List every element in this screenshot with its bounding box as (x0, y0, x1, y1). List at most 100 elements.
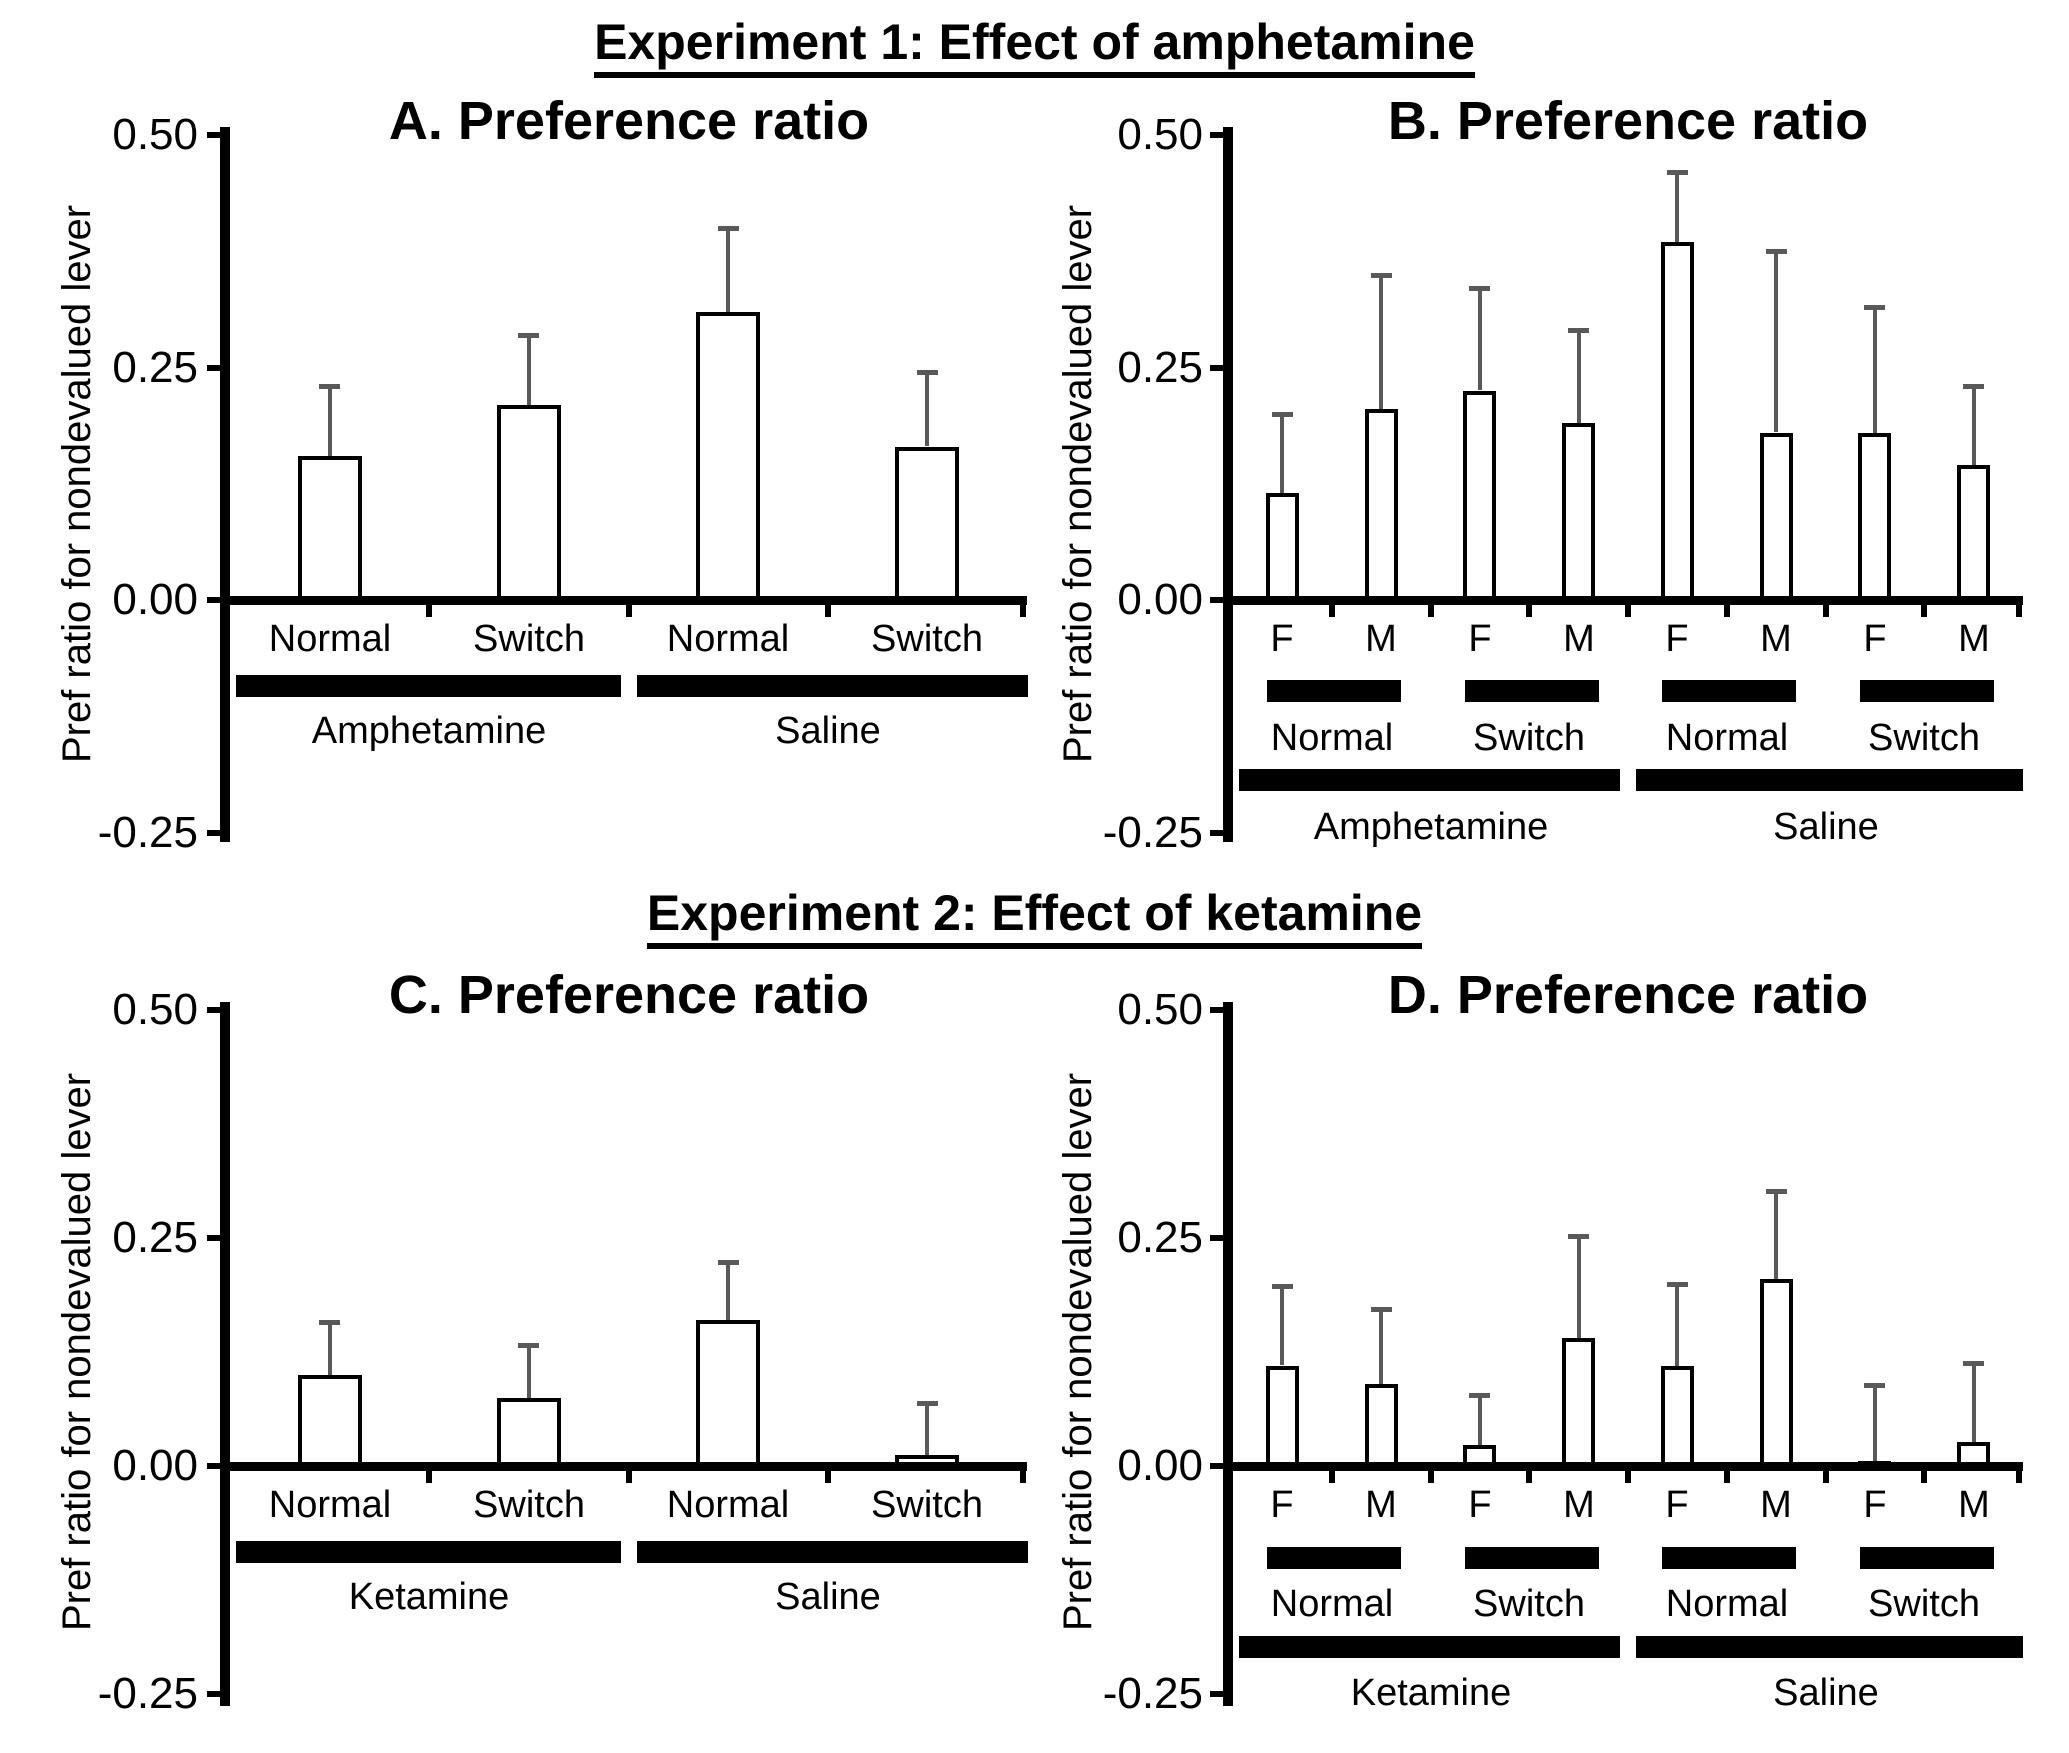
group-separator-bar (637, 1541, 1028, 1563)
x-tick (1428, 1471, 1434, 1483)
category-label: F (1468, 618, 1492, 660)
category-label: F (1468, 1484, 1492, 1526)
error-bar-cap (718, 226, 739, 231)
error-bar-cap (1667, 1282, 1688, 1287)
y-axis-line (1223, 127, 1233, 842)
y-axis-label: Pref ratio for nondevalued lever (1056, 1072, 1100, 1632)
x-tick (1724, 605, 1730, 617)
error-bar-cap (1667, 170, 1688, 175)
category-label: Switch (871, 1484, 983, 1526)
group-label: Ketamine (348, 1576, 510, 1618)
y-tick (1210, 1463, 1223, 1469)
pair-separator-bar (1860, 680, 1994, 702)
category-label: F (1270, 1484, 1294, 1526)
bar (1365, 1384, 1398, 1462)
category-label: M (1563, 618, 1595, 660)
error-bar-cap (1963, 384, 1984, 389)
category-label: F (1863, 618, 1887, 660)
bar (1858, 433, 1891, 596)
x-tick (2016, 1471, 2022, 1483)
y-tick-label: -0.25 (97, 1669, 198, 1718)
x-tick (1724, 1471, 1730, 1483)
pair-label: Switch (1868, 1583, 1980, 1625)
error-bar-cap (1272, 1284, 1293, 1289)
error-bar-cap (1371, 1307, 1392, 1312)
pair-separator-bar (1267, 1547, 1401, 1569)
category-label: M (1958, 1484, 1990, 1526)
error-bar-cap (917, 1401, 938, 1406)
error-bar-stem (1280, 414, 1284, 493)
panel-title: B. Preference ratio (1387, 91, 1869, 151)
error-bar-cap (319, 384, 340, 389)
section-title-2: Experiment 2: Effect of ketamine (0, 888, 2069, 949)
error-bar-cap (1766, 249, 1787, 254)
bar (1266, 493, 1299, 596)
x-tick (1526, 605, 1532, 617)
x-tick (1921, 1471, 1927, 1483)
x-axis-line (1223, 1462, 2023, 1471)
pair-separator-bar (1267, 680, 1401, 702)
panel-title: D. Preference ratio (1387, 965, 1869, 1025)
x-tick (1329, 1471, 1335, 1483)
error-bar-cap (718, 1260, 739, 1265)
panel-title: A. Preference ratio (388, 91, 870, 151)
group-separator-bar (236, 675, 621, 697)
x-tick (626, 605, 632, 617)
error-bar-stem (1873, 1385, 1877, 1462)
y-tick-label: 0.00 (1117, 575, 1203, 624)
section-title-2-text: Experiment 2: Effect of ketamine (646, 888, 1423, 949)
error-bar-stem (1774, 251, 1778, 432)
category-label: Normal (666, 618, 790, 660)
error-bar-stem (1577, 1236, 1581, 1338)
bar (895, 447, 959, 596)
error-bar-stem (925, 1403, 929, 1455)
y-tick-label: 0.00 (1117, 1441, 1203, 1490)
x-tick (626, 1471, 632, 1483)
pair-separator-bar (1860, 1547, 1994, 1569)
x-tick (1020, 605, 1026, 617)
error-bar-cap (518, 1343, 539, 1348)
group-label: Ketamine (1350, 1672, 1512, 1714)
category-label: M (1365, 618, 1397, 660)
error-bar-stem (1774, 1191, 1778, 1279)
y-tick-label: 0.50 (112, 110, 198, 159)
y-axis-label: Pref ratio for nondevalued lever (1056, 204, 1100, 764)
error-bar-cap (1272, 412, 1293, 417)
bar (1463, 1445, 1496, 1462)
error-bar-stem (1972, 1363, 1976, 1442)
x-tick (1823, 1471, 1829, 1483)
group-label: Amphetamine (1313, 806, 1549, 848)
y-tick (207, 365, 220, 371)
bar (1562, 423, 1595, 596)
pair-separator-bar (1662, 680, 1796, 702)
y-tick (207, 1691, 220, 1697)
y-axis-line (1223, 1002, 1233, 1706)
error-bar-stem (1379, 275, 1383, 410)
error-bar-cap (319, 1320, 340, 1325)
category-label: Normal (666, 1484, 790, 1526)
bar (696, 312, 760, 596)
error-bar-cap (1568, 1234, 1589, 1239)
y-axis-label: Pref ratio for nondevalued lever (55, 1072, 99, 1632)
category-label: Normal (268, 1484, 392, 1526)
y-tick (1210, 132, 1223, 138)
error-bar-cap (1766, 1189, 1787, 1194)
error-bar-stem (925, 372, 929, 446)
category-label: Normal (268, 618, 392, 660)
y-axis-line (220, 1002, 230, 1706)
y-tick-label: 0.00 (112, 575, 198, 624)
y-tick (1210, 365, 1223, 371)
y-tick (207, 132, 220, 138)
error-bar-stem (1379, 1309, 1383, 1384)
bar (696, 1320, 760, 1462)
error-bar-cap (1568, 328, 1589, 333)
x-tick (1020, 1471, 1026, 1483)
bar (1365, 409, 1398, 596)
pair-label: Normal (1665, 717, 1789, 759)
y-tick-label: 0.25 (112, 343, 198, 392)
x-tick (426, 605, 432, 617)
category-label: F (1863, 1484, 1887, 1526)
y-tick (1210, 597, 1223, 603)
y-tick-label: -0.25 (1102, 808, 1203, 857)
error-bar-stem (1280, 1286, 1284, 1365)
